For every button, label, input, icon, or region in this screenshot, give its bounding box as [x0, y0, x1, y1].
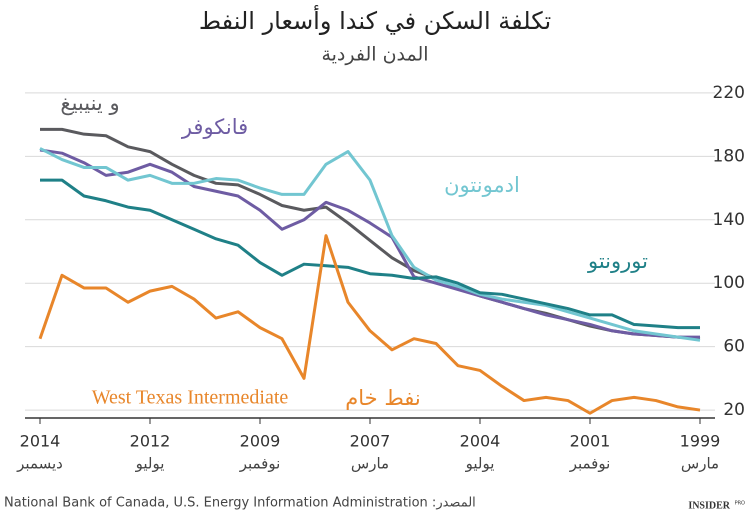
- x-tick-label: 2009: [240, 432, 281, 451]
- y-tick-label: 140: [713, 210, 745, 230]
- y-tick-label: 220: [713, 83, 745, 103]
- x-tick-sublabel: نوفمبر: [239, 455, 281, 473]
- series-label: ادمونتون: [444, 173, 520, 197]
- x-tick-label: 1999: [680, 432, 721, 451]
- series-line: [38, 234, 701, 415]
- x-tick-label: 2012: [130, 432, 171, 451]
- x-tick-label: 2014: [20, 432, 61, 451]
- x-tick-sublabel: مارس: [351, 455, 389, 473]
- series-label: فانكوفر: [181, 115, 248, 139]
- x-tick-sublabel: يوليو: [465, 455, 495, 473]
- series-line: [40, 127, 701, 341]
- x-tick-label: 2001: [570, 432, 611, 451]
- annotation: West Texas Intermediate: [92, 387, 289, 409]
- y-tick-label: 60: [723, 337, 745, 357]
- chart-subtitle: المدن الفردية: [321, 44, 428, 66]
- x-tick-label: 2004: [460, 432, 501, 451]
- x-tick-sublabel: ديسمبر: [16, 455, 63, 473]
- series-label: نفط خام: [345, 386, 420, 410]
- x-tick-sublabel: مارس: [681, 455, 719, 473]
- x-tick-label: 2007: [350, 432, 391, 451]
- series-label: و ينيبيغ: [60, 91, 119, 115]
- series-line: [39, 147, 701, 342]
- brand-sup: PRO: [735, 501, 745, 507]
- x-tick-sublabel: يوليو: [135, 455, 165, 473]
- chart-title: تكلفة السكن في كندا وأسعار النفط: [199, 5, 551, 35]
- y-tick-label: 100: [713, 273, 745, 293]
- brand: INSIDER: [688, 500, 730, 511]
- y-tick-label: 180: [713, 146, 745, 166]
- series-line: [40, 178, 700, 330]
- x-tick-sublabel: نوفمبر: [569, 455, 611, 473]
- series-line: [39, 148, 700, 339]
- source: National Bank of Canada, U.S. Energy Inf…: [4, 496, 476, 511]
- y-tick-label: 20: [723, 400, 745, 420]
- series-label: تورونتو: [587, 249, 648, 273]
